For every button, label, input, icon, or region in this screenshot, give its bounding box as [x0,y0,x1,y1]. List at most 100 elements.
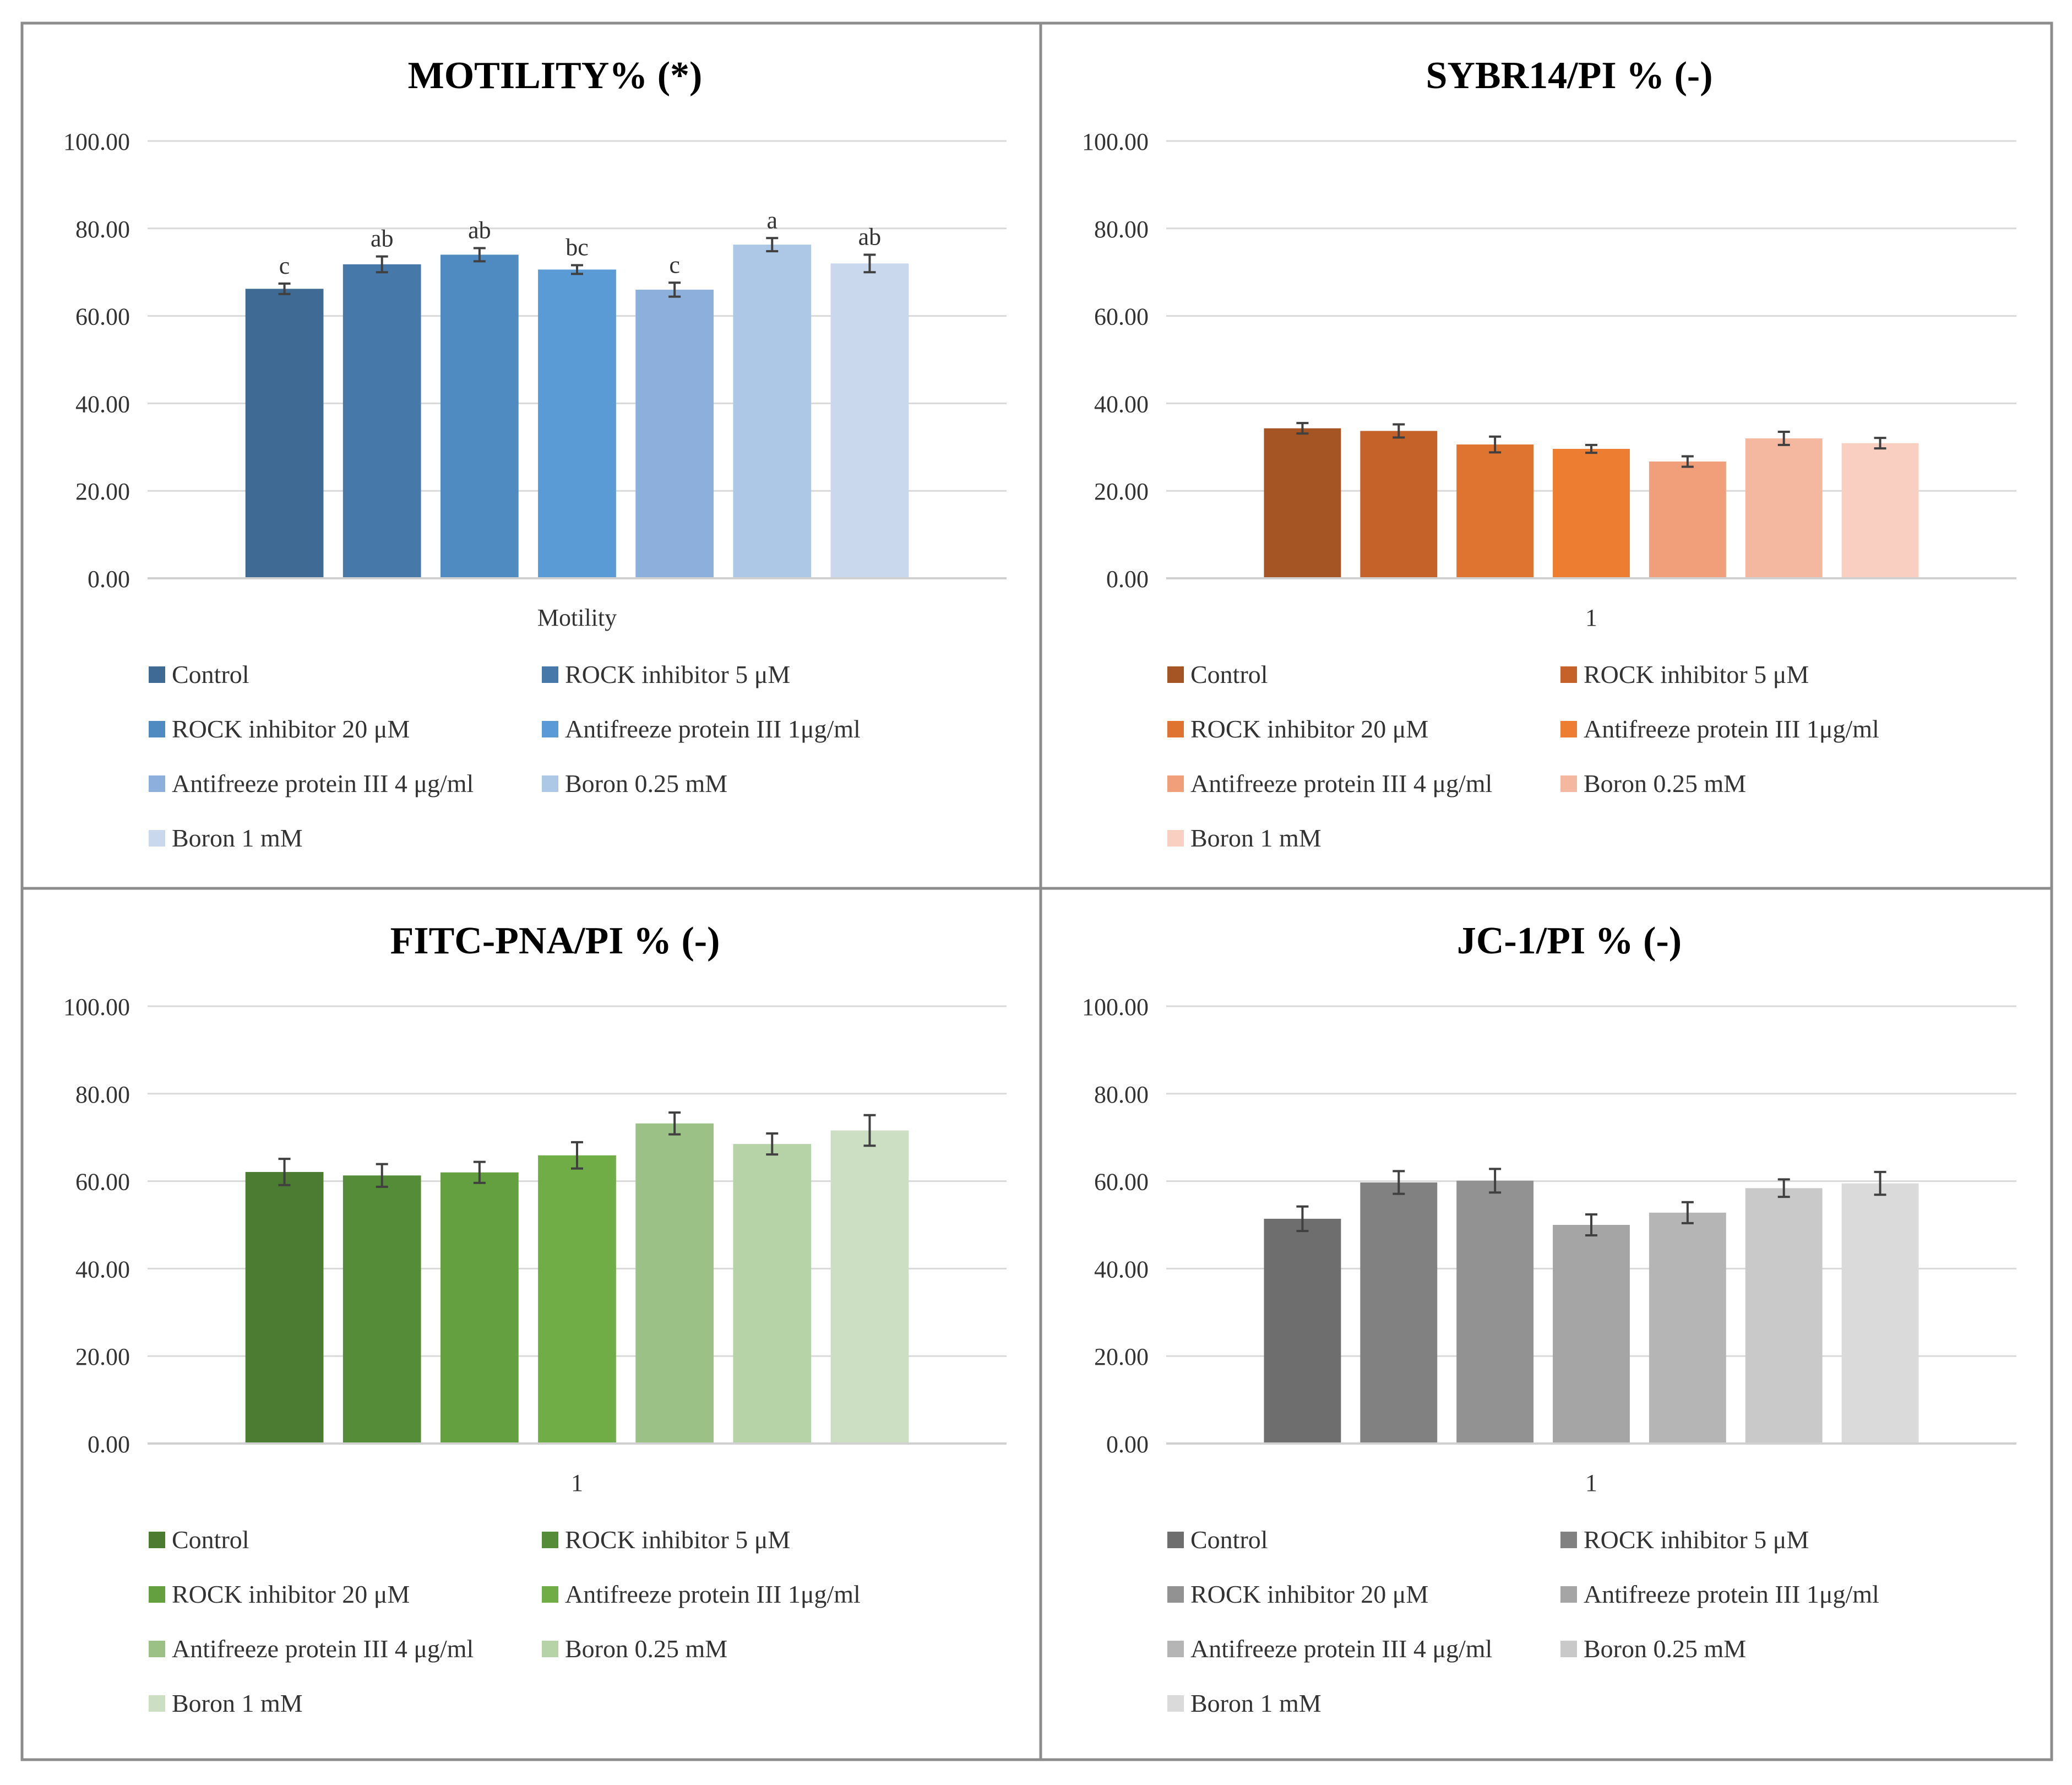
legend-item-boron-0-25-mm: Boron 0.25 mM [542,1635,727,1663]
error-bar-boron-1-mm [1874,1170,1886,1196]
legend-item-boron-1-mm: Boron 1 mM [149,824,303,852]
error-bar-antifreeze-protein-iii-1-g-ml [571,264,583,275]
data-label-rock-inhibitor-20-m: ab [468,217,491,244]
legend-label: ROCK inhibitor 5 μM [1584,660,1809,688]
legend-label: Control [1190,1526,1268,1554]
error-bar-antifreeze-protein-iii-1-g-ml [571,1141,583,1170]
chart-title: SYBR14/PI % (-) [1426,55,1712,97]
legend-swatch [1560,1532,1577,1548]
bar-rock-inhibitor-5-m [342,264,421,579]
legend-swatch [542,1641,558,1657]
legend-item-antifreeze-protein-iii-4-g-ml: Antifreeze protein III 4 μg/ml [149,1635,474,1663]
data-label-boron-0-25-mm: a [767,207,778,234]
legend-swatch [542,666,558,683]
legend-label: Boron 0.25 mM [565,1635,727,1663]
y-tick-label: 80.00 [1094,216,1149,243]
y-tick-label: 100.00 [63,994,130,1021]
error-bar-rock-inhibitor-20-m [473,1160,486,1184]
legend-swatch [1560,1641,1577,1657]
error-bar-antifreeze-protein-iii-1-g-ml [1585,443,1597,454]
y-tick-label: 0.00 [88,1431,130,1458]
bar-boron-0-25-mm [733,245,812,579]
y-tick-label: 20.00 [1094,478,1149,505]
error-bar-boron-0-25-mm [766,237,779,253]
legend-swatch [149,775,165,792]
bar-boron-1-mm [1841,443,1919,578]
legend-label: Antifreeze protein III 4 μg/ml [1190,1635,1492,1663]
data-label-rock-inhibitor-5-m: ab [371,225,394,252]
bar-antifreeze-protein-iii-1-g-ml [538,1155,616,1444]
legend-swatch [149,666,165,683]
legend-swatch [149,830,165,847]
error-bar-rock-inhibitor-5-m [376,255,388,274]
legend-item-antifreeze-protein-iii-4-g-ml: Antifreeze protein III 4 μg/ml [1167,769,1492,797]
legend-label: ROCK inhibitor 5 μM [1584,1526,1809,1554]
y-tick-label: 100.00 [1082,128,1149,155]
bar-boron-0-25-mm [1745,438,1823,578]
chart-title: FITC-PNA/PI % (-) [390,920,720,962]
bar-antifreeze-protein-iii-1-g-ml [1553,448,1630,578]
bar-boron-0-25-mm [1745,1188,1823,1444]
bar-boron-1-mm [1841,1183,1919,1444]
error-bar-boron-1-mm [863,253,876,274]
bar-rock-inhibitor-5-m [1360,431,1438,578]
legend-label: Boron 1 mM [172,824,303,852]
legend-label: Control [1190,660,1268,688]
x-category-label: Motility [537,604,617,631]
legend-swatch [1167,1532,1184,1548]
legend-item-boron-1-mm: Boron 1 mM [1167,1689,1321,1717]
legend-label: Boron 1 mM [172,1689,303,1717]
chart-panel-4-jc-1-pi: JC-1/PI % (-) 0.00 20.00 40.00 60.00 80.00 100… [1082,920,2016,1717]
legend-item-rock-inhibitor-20-m: ROCK inhibitor 20 μM [1167,1580,1428,1608]
y-tick-label: 40.00 [75,390,130,417]
legend-swatch [1167,721,1184,737]
legend-label: Antifreeze protein III 1μg/ml [565,715,861,743]
error-bar-antifreeze-protein-iii-4-g-ml [668,281,681,298]
error-bar-rock-inhibitor-5-m [1393,423,1405,439]
legend-swatch [149,1586,165,1603]
legend-item-rock-inhibitor-20-m: ROCK inhibitor 20 μM [1167,715,1428,743]
legend-swatch [1560,775,1577,792]
error-bar-control [1296,1205,1309,1233]
legend-item-antifreeze-protein-iii-4-g-ml: Antifreeze protein III 4 μg/ml [149,769,474,797]
y-tick-label: 40.00 [75,1256,130,1283]
legend-swatch [1560,666,1577,683]
data-label-control: c [279,252,290,279]
legend-item-boron-1-mm: Boron 1 mM [149,1689,303,1717]
chart-title: JC-1/PI % (-) [1457,920,1682,962]
bar-rock-inhibitor-20-m [440,254,519,578]
chart-panel-3-fitc-pna-pi: FITC-PNA/PI % (-) 0.00 20.00 40.00 60.00 80.0… [63,920,1007,1717]
legend-label: ROCK inhibitor 20 μM [1190,715,1428,743]
bar-antifreeze-protein-iii-4-g-ml [1649,462,1726,578]
y-tick-label: 100.00 [1082,994,1149,1021]
bar-boron-0-25-mm [733,1144,812,1444]
legend-item-rock-inhibitor-5-m: ROCK inhibitor 5 μM [1560,1526,1809,1554]
y-tick-label: 20.00 [1094,1343,1149,1370]
legend-swatch [1560,1586,1577,1603]
bar-boron-1-mm [830,1130,909,1444]
legend-swatch [1167,1586,1184,1603]
legend-item-rock-inhibitor-5-m: ROCK inhibitor 5 μM [1560,660,1809,688]
legend-label: ROCK inhibitor 20 μM [172,1580,410,1608]
legend-item-antifreeze-protein-iii-1-g-ml: Antifreeze protein III 1μg/ml [542,715,861,743]
y-tick-label: 80.00 [75,1081,130,1108]
legend-swatch [542,775,558,792]
bar-rock-inhibitor-5-m [1360,1182,1438,1444]
chart-panel-1-motility: MOTILITY% (*) 0.00 20.00 40.00 60.00 80.00 100… [63,55,1007,852]
legend-item-boron-1-mm: Boron 1 mM [1167,824,1321,852]
error-bar-antifreeze-protein-iii-4-g-ml [668,1111,681,1136]
legend-label: Antifreeze protein III 1μg/ml [565,1580,861,1608]
bar-antifreeze-protein-iii-4-g-ml [1649,1212,1726,1444]
legend-label: ROCK inhibitor 5 μM [565,660,790,688]
bar-control [245,1171,324,1444]
bar-control [1264,428,1341,578]
legend-label: ROCK inhibitor 20 μM [172,715,410,743]
legend-label: Boron 0.25 mM [1584,1635,1746,1663]
legend-swatch [149,721,165,737]
error-bar-rock-inhibitor-5-m [1393,1170,1405,1195]
legend-label: Antifreeze protein III 4 μg/ml [1190,769,1492,797]
error-bar-control [1296,422,1309,435]
legend-label: ROCK inhibitor 5 μM [565,1526,790,1554]
y-tick-label: 60.00 [75,303,130,330]
